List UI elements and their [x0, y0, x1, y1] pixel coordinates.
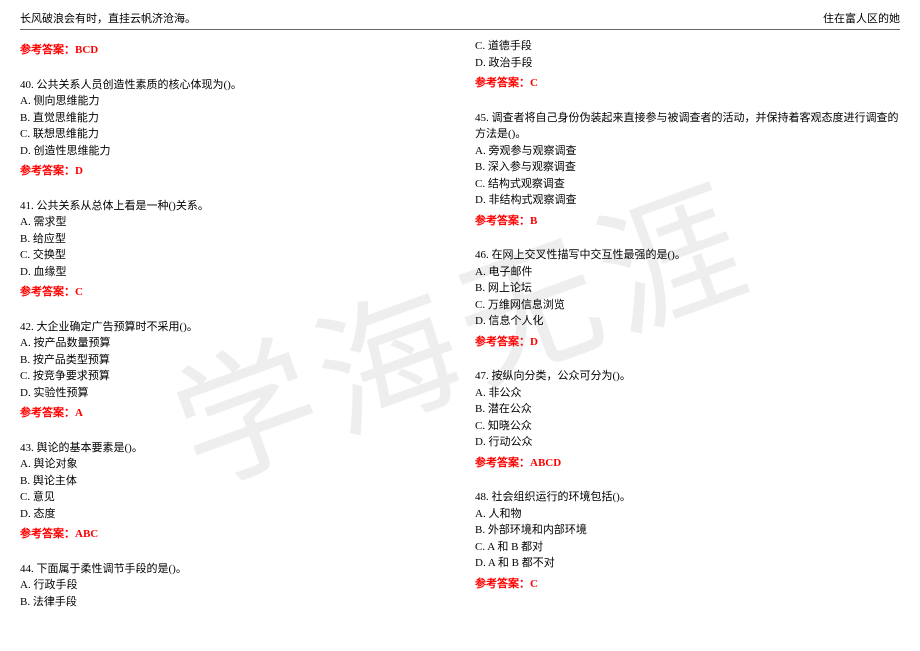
q42-answer: 参考答案：A — [20, 405, 445, 422]
q44-opt-d: D. 政治手段 — [475, 55, 900, 72]
q48-answer: 参考答案：C — [475, 576, 900, 593]
q43-stem: 43. 舆论的基本要素是()。 — [20, 440, 445, 457]
content-columns: 参考答案：BCD 40. 公共关系人员创造性素质的核心体现为()。 A. 侧向思… — [20, 38, 900, 628]
q43-opt-b: B. 舆论主体 — [20, 473, 445, 490]
q47-opt-c: C. 知晓公众 — [475, 418, 900, 435]
q48-opt-c: C. A 和 B 都对 — [475, 539, 900, 556]
q45-opt-c: C. 结构式观察调查 — [475, 176, 900, 193]
q46-stem: 46. 在网上交叉性描写中交互性最强的是()。 — [475, 247, 900, 264]
question-44-cont: C. 道德手段 D. 政治手段 参考答案：C — [475, 38, 900, 92]
q48-opt-a: A. 人和物 — [475, 506, 900, 523]
q43-opt-a: A. 舆论对象 — [20, 456, 445, 473]
q46-opt-a: A. 电子邮件 — [475, 264, 900, 281]
q46-opt-b: B. 网上论坛 — [475, 280, 900, 297]
answer-text: 参考答案：BCD — [20, 42, 445, 59]
q46-opt-d: D. 信息个人化 — [475, 313, 900, 330]
q45-opt-a: A. 旁观参与观察调查 — [475, 143, 900, 160]
answer-prev: 参考答案：BCD — [20, 42, 445, 59]
q41-opt-d: D. 血缘型 — [20, 264, 445, 281]
q40-opt-a: A. 侧向思维能力 — [20, 93, 445, 110]
q42-opt-b: B. 按产品类型预算 — [20, 352, 445, 369]
question-46: 46. 在网上交叉性描写中交互性最强的是()。 A. 电子邮件 B. 网上论坛 … — [475, 247, 900, 350]
header-left-quote: 长风破浪会有时，直挂云帆济沧海。 — [20, 10, 196, 26]
q47-opt-a: A. 非公众 — [475, 385, 900, 402]
q47-opt-d: D. 行动公众 — [475, 434, 900, 451]
q48-opt-d: D. A 和 B 都不对 — [475, 555, 900, 572]
q41-opt-c: C. 交换型 — [20, 247, 445, 264]
q47-opt-b: B. 潜在公众 — [475, 401, 900, 418]
question-43: 43. 舆论的基本要素是()。 A. 舆论对象 B. 舆论主体 C. 意见 D.… — [20, 440, 445, 543]
header-right-text: 住在富人区的她 — [823, 10, 900, 26]
q44-answer: 参考答案：C — [475, 75, 900, 92]
q44-stem: 44. 下面属于柔性调节手段的是()。 — [20, 561, 445, 578]
question-47: 47. 按纵向分类，公众可分为()。 A. 非公众 B. 潜在公众 C. 知晓公… — [475, 368, 900, 471]
q42-opt-a: A. 按产品数量预算 — [20, 335, 445, 352]
q44-opt-a: A. 行政手段 — [20, 577, 445, 594]
q41-stem: 41. 公共关系从总体上看是一种()关系。 — [20, 198, 445, 215]
q46-answer: 参考答案：D — [475, 334, 900, 351]
q42-stem: 42. 大企业确定广告预算时不采用()。 — [20, 319, 445, 336]
q48-stem: 48. 社会组织运行的环境包括()。 — [475, 489, 900, 506]
q45-stem: 45. 调查者将自己身份伪装起来直接参与被调查者的活动，并保持着客观态度进行调查… — [475, 110, 900, 143]
page-container: 长风破浪会有时，直挂云帆济沧海。 住在富人区的她 参考答案：BCD 40. 公共… — [0, 0, 920, 638]
q41-opt-b: B. 给应型 — [20, 231, 445, 248]
q41-opt-a: A. 需求型 — [20, 214, 445, 231]
q44-opt-b: B. 法律手段 — [20, 594, 445, 611]
q47-stem: 47. 按纵向分类，公众可分为()。 — [475, 368, 900, 385]
q48-opt-b: B. 外部环境和内部环境 — [475, 522, 900, 539]
q41-answer: 参考答案：C — [20, 284, 445, 301]
question-42: 42. 大企业确定广告预算时不采用()。 A. 按产品数量预算 B. 按产品类型… — [20, 319, 445, 422]
q42-opt-c: C. 按竞争要求预算 — [20, 368, 445, 385]
question-48: 48. 社会组织运行的环境包括()。 A. 人和物 B. 外部环境和内部环境 C… — [475, 489, 900, 592]
q45-answer: 参考答案：B — [475, 213, 900, 230]
page-header: 长风破浪会有时，直挂云帆济沧海。 住在富人区的她 — [20, 10, 900, 30]
q43-opt-d: D. 态度 — [20, 506, 445, 523]
question-40: 40. 公共关系人员创造性素质的核心体现为()。 A. 侧向思维能力 B. 直觉… — [20, 77, 445, 180]
question-44-partial: 44. 下面属于柔性调节手段的是()。 A. 行政手段 B. 法律手段 — [20, 561, 445, 611]
q40-opt-c: C. 联想思维能力 — [20, 126, 445, 143]
q43-opt-c: C. 意见 — [20, 489, 445, 506]
q40-stem: 40. 公共关系人员创造性素质的核心体现为()。 — [20, 77, 445, 94]
q40-answer: 参考答案：D — [20, 163, 445, 180]
left-column: 参考答案：BCD 40. 公共关系人员创造性素质的核心体现为()。 A. 侧向思… — [20, 38, 445, 628]
q45-opt-d: D. 非结构式观察调查 — [475, 192, 900, 209]
q46-opt-c: C. 万维网信息浏览 — [475, 297, 900, 314]
q44-opt-c: C. 道德手段 — [475, 38, 900, 55]
right-column: C. 道德手段 D. 政治手段 参考答案：C 45. 调查者将自己身份伪装起来直… — [475, 38, 900, 628]
question-45: 45. 调查者将自己身份伪装起来直接参与被调查者的活动，并保持着客观态度进行调查… — [475, 110, 900, 230]
q45-opt-b: B. 深入参与观察调查 — [475, 159, 900, 176]
question-41: 41. 公共关系从总体上看是一种()关系。 A. 需求型 B. 给应型 C. 交… — [20, 198, 445, 301]
q43-answer: 参考答案：ABC — [20, 526, 445, 543]
q40-opt-d: D. 创造性思维能力 — [20, 143, 445, 160]
q47-answer: 参考答案：ABCD — [475, 455, 900, 472]
q42-opt-d: D. 实验性预算 — [20, 385, 445, 402]
q40-opt-b: B. 直觉思维能力 — [20, 110, 445, 127]
